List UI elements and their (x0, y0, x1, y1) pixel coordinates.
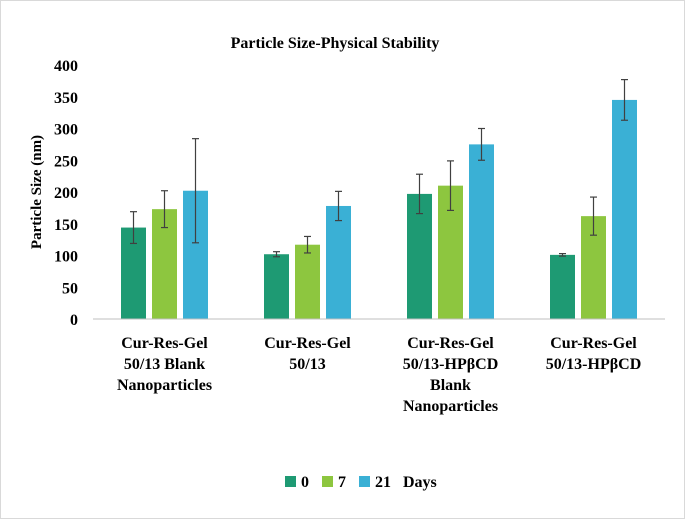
legend-suffix: Days (403, 474, 437, 491)
bar-series-0-cat-4 (550, 254, 575, 319)
y-tick-label: 350 (54, 90, 78, 107)
bar-series-0-cat-3 (407, 193, 432, 319)
x-tick-label-line: Cur-Res-Gel (121, 335, 208, 352)
bar-series-21-cat-3 (469, 144, 494, 319)
error-bar-series-21-cat-2 (335, 190, 342, 222)
x-tick-label-line: Nanoparticles (117, 377, 212, 394)
legend-swatch-21 (359, 476, 370, 487)
legend-label-7: 7 (338, 474, 346, 491)
x-tick-label-line: 50/13-HPβCD (546, 356, 642, 373)
y-axis-label: Particle Size (nm) (29, 135, 45, 249)
x-tick-label-line: Cur-Res-Gel (550, 335, 637, 352)
bar-series-7-cat-2 (295, 244, 320, 319)
y-tick-label: 200 (54, 185, 78, 202)
x-tick-label-line: Blank (430, 377, 471, 394)
error-bar-series-7-cat-1 (161, 190, 168, 229)
legend-label-0: 0 (301, 474, 309, 491)
legend-swatch-0 (285, 476, 296, 487)
legend: 0 7 21 Days (285, 474, 437, 491)
legend-label-21: 21 (375, 474, 391, 491)
y-tick-label: 250 (54, 153, 78, 170)
bar-groups (121, 79, 637, 319)
y-tick-label: 0 (70, 312, 78, 329)
error-bar-series-21-cat-3 (478, 127, 485, 161)
y-tick-label: 150 (54, 217, 78, 234)
error-bar-series-0-cat-1 (130, 211, 137, 245)
x-tick-label-line: 50/13-HPβCD (403, 356, 499, 373)
x-tick-label-line: Cur-Res-Gel (407, 335, 494, 352)
x-tick-label-line: Cur-Res-Gel (264, 335, 351, 352)
legend-swatch-7 (322, 476, 333, 487)
bar-series-0-cat-2 (264, 254, 289, 319)
y-tick-label: 50 (62, 280, 78, 297)
y-tick-label: 400 (54, 58, 78, 75)
error-bar-series-0-cat-3 (416, 173, 423, 215)
y-tick-label: 100 (54, 249, 78, 266)
error-bar-series-7-cat-3 (447, 160, 454, 212)
bar-series-21-cat-4 (612, 99, 637, 319)
x-tick-label: Cur-Res-Gel 50/13-HPβCD Blank Nanoparticles (403, 335, 499, 415)
chart-title: Particle Size-Physical Stability (231, 35, 440, 52)
x-tick-label: Cur-Res-Gel 50/13 Blank Nanoparticles (117, 335, 212, 394)
error-bar-series-21-cat-1 (192, 138, 199, 244)
error-bar-series-0-cat-2 (273, 251, 280, 258)
x-tick-label-line: Nanoparticles (403, 398, 498, 415)
x-axis-labels: Cur-Res-Gel 50/13 Blank NanoparticlesCur-R… (117, 335, 641, 415)
error-bar-series-7-cat-2 (304, 235, 311, 254)
x-tick-label: Cur-Res-Gel 50/13 (264, 335, 351, 373)
y-axis-ticks: 0 50 100 150 200 250 300 350 400 (54, 58, 78, 329)
error-bar-series-7-cat-4 (590, 196, 597, 236)
x-tick-label-line: 50/13 Blank (124, 356, 205, 373)
y-tick-label: 300 (54, 122, 78, 139)
error-bar-series-21-cat-4 (621, 79, 628, 121)
x-tick-label: Cur-Res-Gel 50/13-HPβCD (546, 335, 642, 373)
bar-series-21-cat-2 (326, 205, 351, 319)
x-tick-label-line: 50/13 (289, 356, 325, 373)
error-bar-series-0-cat-4 (559, 252, 566, 257)
